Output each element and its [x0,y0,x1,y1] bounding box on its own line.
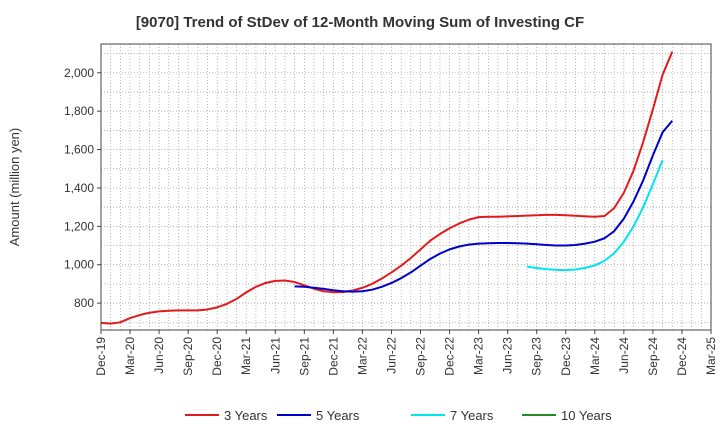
series-line-7-years [526,159,664,272]
x-tick-label: Mar-22 [355,337,369,375]
x-tick-label: Jun-23 [501,337,515,374]
chart-title: [9070] Trend of StDev of 12-Month Moving… [136,14,584,31]
x-tick-label: Dec-21 [326,337,340,376]
y-tick-label: 2,000 [64,66,94,80]
legend: 3 Years 5 Years 7 Years 10 Years [185,408,612,423]
legend-label: 10 Years [561,408,612,423]
y-tick-label: 1,000 [64,258,94,272]
y-tick-labels: 800 1,000 1,200 1,400 1,600 1,800 2,000 [64,66,101,310]
x-tick-label: Mar-21 [239,337,253,375]
x-tick-labels: Dec-19 Mar-20 Jun-20 Sep-20 Dec-20 Mar-21 Jun-… [94,330,718,376]
x-tick-label: Dec-19 [94,337,108,376]
x-tick-label: Jun-22 [384,337,398,374]
legend-label: 5 Years [316,408,360,423]
x-tick-label: Mar-24 [588,337,602,375]
x-tick-label: Sep-24 [646,337,660,376]
grid [101,44,711,330]
x-tick-label: Mar-25 [704,337,718,375]
x-tick-label: Mar-23 [472,337,486,375]
plot-frame [100,43,712,331]
y-tick-label: 800 [74,296,94,310]
y-axis-label: Amount (million yen) [7,128,22,247]
x-tick-label: Mar-20 [123,337,137,375]
series-line-5-years [294,120,674,293]
x-tick-label: Dec-22 [443,337,457,376]
x-tick-label: Sep-23 [530,337,544,376]
series-line-3-years [100,51,674,325]
x-tick-label: Sep-20 [181,337,195,376]
x-tick-label: Dec-23 [559,337,573,376]
y-tick-label: 1,600 [64,143,94,157]
y-tick-label: 1,200 [64,219,94,233]
y-tick-label: 1,800 [64,104,94,118]
x-tick-label: Dec-20 [210,337,224,376]
x-tick-label: Sep-22 [414,337,428,376]
legend-label: 7 Years [450,408,494,423]
x-tick-label: Sep-21 [297,337,311,376]
y-tick-label: 1,400 [64,181,94,195]
x-tick-label: Dec-24 [675,337,689,376]
legend-label: 3 Years [224,408,268,423]
x-tick-label: Jun-21 [268,337,282,374]
x-tick-label: Jun-24 [617,337,631,374]
series-lines [100,51,674,325]
x-tick-label: Jun-20 [152,337,166,374]
